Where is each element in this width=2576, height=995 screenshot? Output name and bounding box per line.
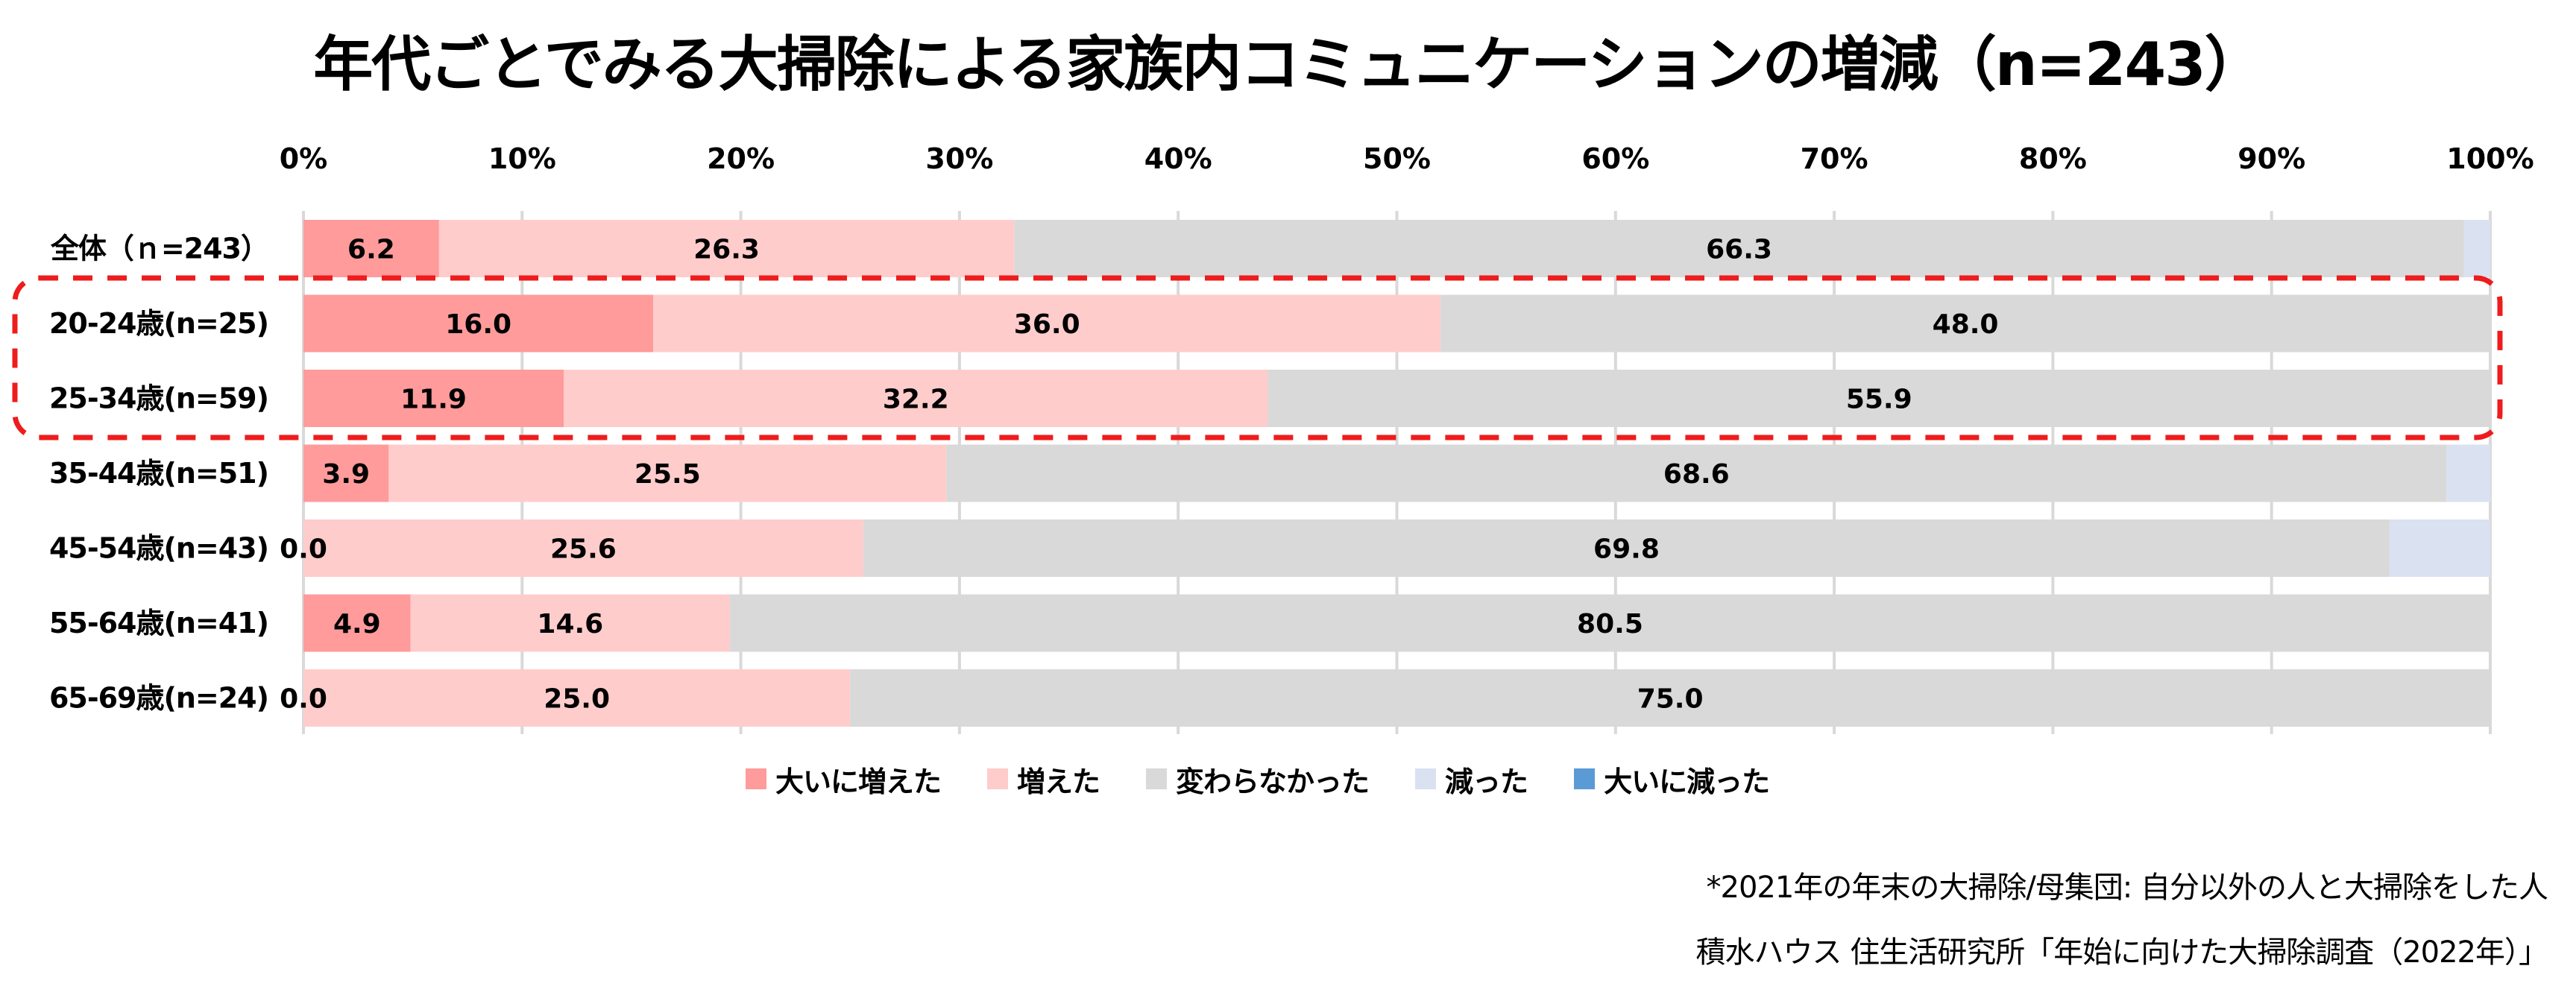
bar-segment [1440, 294, 2490, 353]
legend-swatch [1146, 768, 1168, 789]
value-label: 48.0 [1933, 309, 1999, 340]
value-label: 25.5 [634, 459, 701, 490]
bar-segment [303, 370, 564, 427]
value-label: 14.6 [537, 609, 603, 639]
legend-label: 増えた [1017, 765, 1100, 798]
x-tick-label: 20% [707, 142, 775, 175]
category-label: 20-24歳(n=25) [49, 307, 268, 340]
category-label: 45-54歳(n=43) [49, 532, 268, 565]
value-label: 68.6 [1663, 459, 1730, 490]
bar-segment [303, 594, 411, 652]
x-tick-label: 60% [1581, 142, 1649, 175]
value-label: 26.3 [693, 235, 760, 265]
bar-segment [564, 370, 1268, 427]
value-label: 69.8 [1593, 534, 1660, 565]
highlight-box [12, 275, 2503, 440]
legend-swatch [1574, 768, 1596, 789]
x-tick-label: 30% [925, 142, 993, 175]
category-label: 25-34歳(n=59) [49, 382, 268, 415]
value-label: 75.0 [1637, 684, 1704, 715]
category-label: 55-64歳(n=41) [49, 607, 268, 639]
value-label: 55.9 [1846, 385, 1912, 415]
legend-label: 変わらなかった [1176, 765, 1370, 798]
value-label: 16.0 [445, 309, 511, 340]
bar-segment [2390, 519, 2490, 577]
x-tick-label: 50% [1363, 142, 1431, 175]
x-tick-label: 40% [1144, 142, 1212, 175]
legend-label: 減った [1445, 765, 1528, 798]
source-note: 積水ハウス 住生活研究所「年始に向けた大掃除調査（2022年）」 [1695, 935, 2548, 970]
legend-swatch [987, 768, 1009, 789]
value-label: 11.9 [400, 385, 467, 415]
x-tick-label: 10% [488, 142, 556, 175]
bar-segment [1267, 370, 2490, 427]
value-label: 25.0 [544, 684, 610, 715]
value-label: 80.5 [1577, 609, 1643, 639]
bar-segment [946, 444, 2447, 502]
legend-item-decreased: 減った [1415, 759, 1528, 800]
value-label: 36.0 [1014, 309, 1080, 340]
value-label: 25.6 [550, 534, 617, 565]
x-tick-labels: 0% 10% 20% 30% 40% 50% 60% 70% 80% 90% 100% [280, 142, 2534, 175]
legend-item-increased: 増えた [987, 759, 1100, 800]
chart-title: 年代ごとでみる大掃除による家族内コミュニケーションの増減（n=243） [313, 30, 2264, 99]
bar-segment [303, 294, 654, 353]
category-label: 全体（ｎ=243） [50, 233, 268, 265]
value-label: 0.0 [280, 534, 327, 565]
legend-item-greatly-increased: 大いに増えた [746, 759, 942, 800]
bar-segment [303, 519, 863, 577]
legend-swatch [1415, 768, 1437, 789]
x-tick-label: 70% [1801, 142, 1868, 175]
legend-swatch [746, 768, 766, 789]
bar-segment [438, 220, 1015, 277]
legend-item-unchanged: 変わらなかった [1146, 759, 1370, 800]
value-label: 4.9 [333, 609, 381, 639]
category-labels: 全体（ｎ=243） 20-24歳(n=25) 25-34歳(n=59) 35-44歳(… [49, 233, 269, 715]
bar-segment [410, 594, 730, 652]
category-label: 65-69歳(n=24) [49, 682, 268, 715]
value-label: 66.3 [1706, 235, 1772, 265]
base-note: *2021年の年末の大掃除/母集団: 自分以外の人と大掃除をした人 [1706, 871, 2548, 905]
x-tick-label: 90% [2238, 142, 2305, 175]
legend-item-greatly-decreased: 大いに減った [1574, 759, 1770, 800]
value-label: 32.2 [883, 385, 949, 415]
value-label: 6.2 [347, 235, 395, 265]
x-tick-label: 100% [2446, 142, 2534, 175]
bar-segment [303, 444, 389, 502]
bar-segment [2463, 220, 2490, 277]
bar-segment [1014, 220, 2464, 277]
bar-segment [303, 220, 439, 277]
x-tick-label: 0% [280, 142, 328, 175]
bar-segment [303, 669, 851, 727]
value-labels: 6.2 26.3 66.3 16.0 36.0 48.0 11.9 32.2 55.9 3.9 25… [280, 235, 1998, 715]
bar-segment [388, 444, 947, 502]
legend-label: 大いに減った [1604, 765, 1770, 798]
x-tick-label: 80% [2019, 142, 2087, 175]
bars [303, 220, 2490, 727]
value-label: 3.9 [322, 459, 370, 490]
bar-segment [863, 519, 2390, 577]
value-label: 0.0 [280, 684, 327, 715]
bar-segment [2446, 444, 2490, 502]
bar-segment [850, 669, 2490, 727]
bar-segment [729, 594, 2490, 652]
category-label: 35-44歳(n=51) [49, 457, 268, 490]
bar-segment [653, 294, 1441, 353]
legend-label: 大いに増えた [775, 765, 942, 798]
legend: 大いに増えた 増えた 変わらなかった 減った 大いに減った [746, 759, 1816, 800]
